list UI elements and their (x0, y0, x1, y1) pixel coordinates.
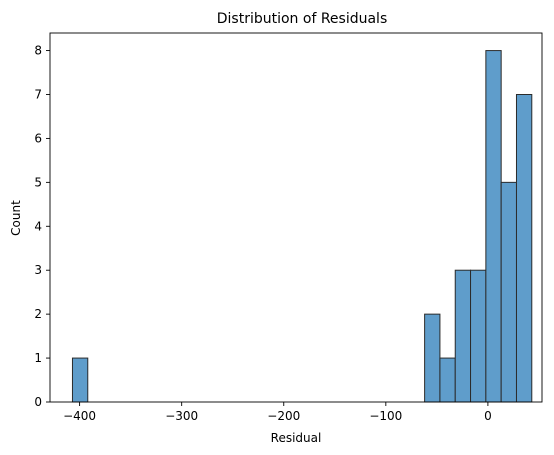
y-tick-label: 7 (34, 88, 42, 102)
chart-title: Distribution of Residuals (217, 11, 388, 27)
histogram-bar (485, 50, 502, 403)
histogram-bar (454, 269, 472, 403)
x-tick-label: −300 (165, 409, 198, 423)
y-tick-label: 3 (34, 263, 42, 277)
y-tick-label: 4 (34, 219, 42, 233)
histogram-bar (515, 94, 533, 403)
x-axis-ticks: −400 −300 −200 −100 0 (63, 402, 492, 423)
y-tick-label: 5 (34, 175, 42, 189)
histogram-bar (470, 269, 487, 403)
histogram-bar (500, 181, 517, 403)
x-tick-label: −100 (369, 409, 402, 423)
histogram-bar (439, 357, 456, 403)
x-tick-label: −400 (63, 409, 96, 423)
bars-layer (71, 50, 533, 403)
plot-frame (49, 32, 543, 403)
y-tick-label: 2 (34, 307, 42, 321)
x-tick-label: 0 (484, 409, 492, 423)
histogram-bar (424, 313, 441, 403)
y-axis-label: Count (9, 200, 23, 236)
histogram-bar (71, 357, 89, 403)
x-tick-label: −200 (267, 409, 300, 423)
x-axis-label: Residual (271, 431, 322, 445)
y-tick-label: 0 (34, 395, 42, 409)
y-tick-label: 1 (34, 351, 42, 365)
y-tick-label: 8 (34, 44, 42, 58)
y-axis-ticks: 0 1 2 3 4 5 6 7 8 (34, 44, 50, 409)
y-tick-label: 6 (34, 131, 42, 145)
